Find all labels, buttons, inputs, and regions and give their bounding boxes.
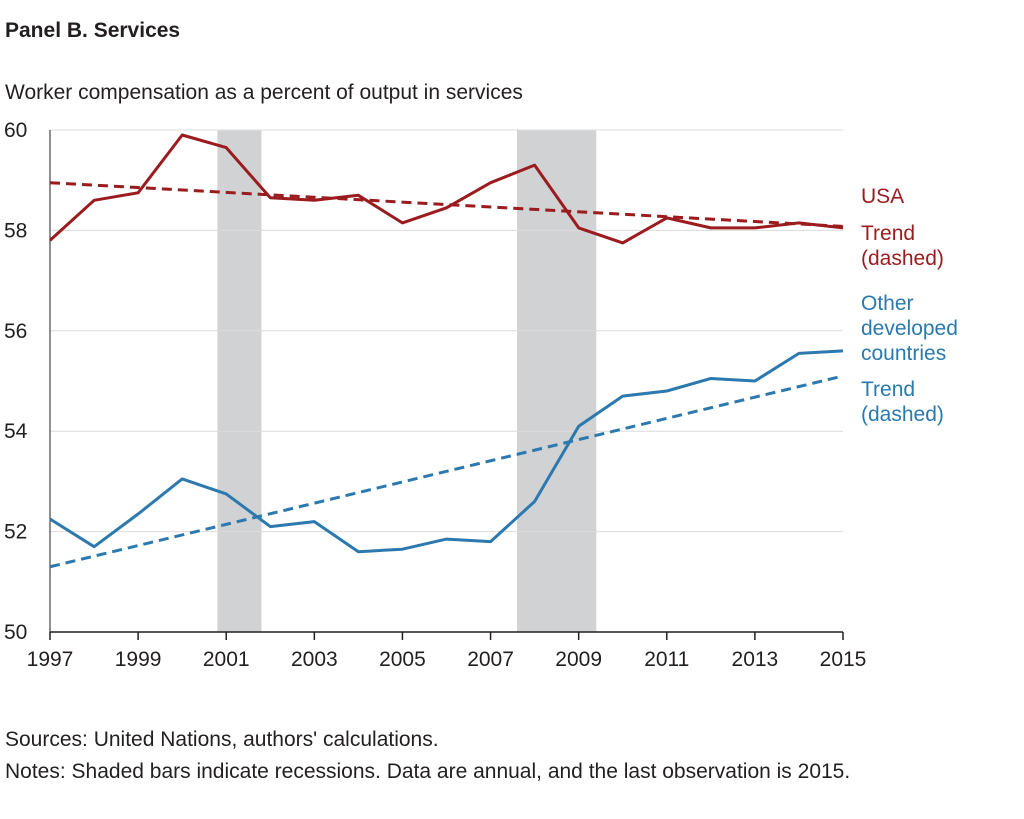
series-lines xyxy=(48,133,844,569)
recession-bar-2 xyxy=(516,130,597,632)
x-tick-label-2011: 2011 xyxy=(644,648,689,671)
y-tick-label-56: 56 xyxy=(4,320,27,343)
x-tick-label-2003: 2003 xyxy=(291,648,338,671)
y-tick-label-50: 50 xyxy=(4,621,27,644)
notes-text: Notes: Shaded bars indicate recessions. … xyxy=(5,760,851,783)
label-other-1: Other xyxy=(861,292,914,315)
x-tick-label-1999: 1999 xyxy=(115,648,162,671)
x-tick-label-2015: 2015 xyxy=(820,648,867,671)
recession-bar-1 xyxy=(217,130,262,632)
axes: 50 52 54 56 58 60 1997 1999 2001 2003 2005 2007 2009… xyxy=(4,119,866,671)
x-tick-label-1997: 1997 xyxy=(27,648,74,671)
y-tick-label-60: 60 xyxy=(4,119,27,142)
label-other-2: developed xyxy=(861,317,958,340)
label-other-trend-1: Trend xyxy=(861,378,915,401)
y-tick-label-58: 58 xyxy=(4,219,27,242)
x-tick-label-2005: 2005 xyxy=(379,648,426,671)
y-tick-label-52: 52 xyxy=(4,521,27,544)
x-tick-label-2013: 2013 xyxy=(732,648,779,671)
series-line-other-developed-countries-trend xyxy=(49,374,844,569)
sources-note: Sources: United Nations, authors' calcul… xyxy=(5,728,439,751)
x-tick-label-2009: 2009 xyxy=(555,648,602,671)
chart-subtitle: Worker compensation as a percent of outp… xyxy=(5,81,523,104)
label-other-3: countries xyxy=(861,342,946,365)
panel-title: Panel B. Services xyxy=(5,19,181,42)
recession-bars xyxy=(217,130,597,632)
line-chart: 50 52 54 56 58 60 1997 1999 2001 2003 2005 2007 2009… xyxy=(4,119,958,671)
grid-lines xyxy=(50,129,843,533)
label-usa-trend-1: Trend xyxy=(861,222,915,245)
label-other-trend-2: (dashed) xyxy=(861,403,944,426)
label-usa: USA xyxy=(861,185,904,208)
series-line-usa xyxy=(48,133,844,245)
y-tick-label-54: 54 xyxy=(4,420,28,443)
label-usa-trend-2: (dashed) xyxy=(861,247,944,270)
x-tick-label-2007: 2007 xyxy=(467,648,514,671)
series-line-other-developed-countries xyxy=(49,349,844,554)
x-tick-label-2001: 2001 xyxy=(203,648,250,671)
series-line-usa-trend xyxy=(49,181,844,228)
